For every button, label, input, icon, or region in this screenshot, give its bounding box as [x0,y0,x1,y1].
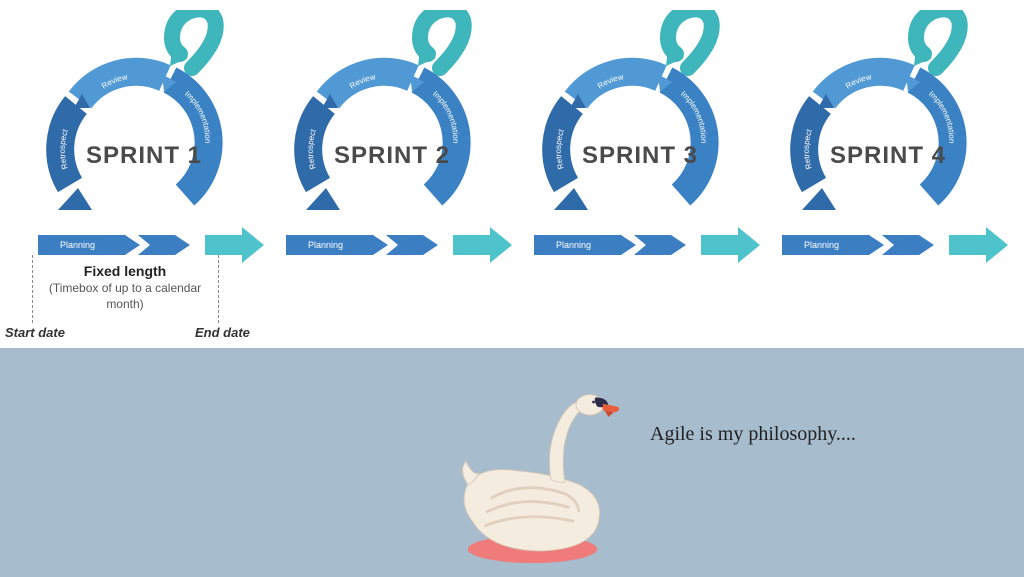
sprint-cycle-3: Implementation Review Retrospect Plannin… [516,10,764,270]
start-guideline [32,255,33,323]
timebox-annotation: Fixed length (Timebox of up to a calenda… [0,255,280,345]
timebox-label: (Timebox of up to a calendar month) [40,281,210,312]
svg-text:Planning: Planning [804,240,839,250]
end-guideline [218,255,219,323]
fixed-length-label: Fixed length [40,263,210,279]
philosophy-quote: Agile is my philosophy.... [650,423,856,446]
swan-illustration [440,373,625,568]
svg-text:Planning: Planning [308,240,343,250]
sprint-cycle-4: Implementation Review Retrospect Plannin… [764,10,1012,270]
sprint-title: SPRINT 1 [86,142,202,170]
sprint-title: SPRINT 2 [334,142,450,170]
sprint-cycle-1: Implementation Review Retrospect Plannin… [20,10,268,270]
end-date-label: End date [195,325,250,340]
sprint-title: SPRINT 3 [582,142,698,170]
sprint-cycle-2: Implementation Review Retrospect Plannin… [268,10,516,270]
sprint-title: SPRINT 4 [830,142,946,170]
svg-text:Planning: Planning [60,240,95,250]
sprints-row: Implementation Review Retrospect Plannin… [0,0,1024,270]
svg-text:Planning: Planning [556,240,591,250]
quote-section: Agile is my philosophy.... [0,348,1024,577]
sprint-diagram-section: Implementation Review Retrospect Plannin… [0,0,1024,348]
start-date-label: Start date [5,325,65,340]
